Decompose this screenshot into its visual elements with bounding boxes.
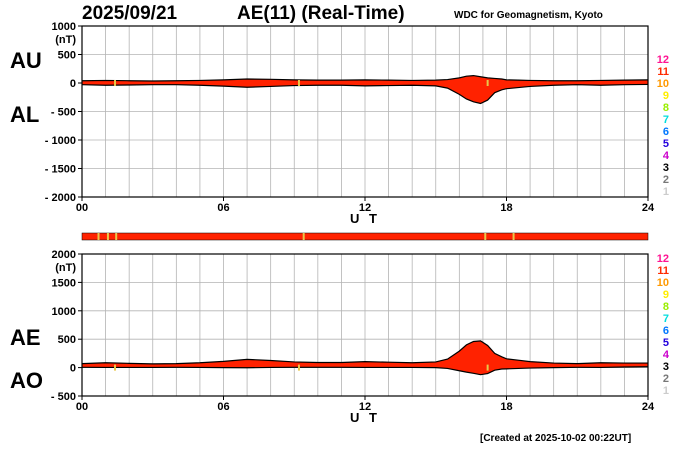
index-label-ae: AE (10, 325, 41, 350)
series-line-au (81, 74, 649, 82)
x-tick-label: 24 (642, 401, 655, 413)
y-axis-unit-label: (nT) (55, 262, 76, 274)
legend-station-count: 10 (657, 277, 669, 289)
y-tick-label: - 1000 (45, 135, 76, 147)
legend-station-count: 5 (663, 138, 669, 150)
y-tick-label: - 2000 (45, 192, 76, 204)
status-bar-marker (115, 233, 118, 240)
x-tick-label: 24 (642, 202, 655, 214)
y-tick-label: 2000 (52, 249, 76, 261)
legend-station-count: 3 (663, 361, 669, 373)
legend-station-count: 6 (663, 325, 669, 337)
legend-station-count: 8 (663, 102, 669, 114)
legend-station-count: 9 (663, 90, 669, 102)
y-tick-label: 500 (58, 50, 76, 62)
legend-station-count: 3 (663, 162, 669, 174)
y-tick-label: 500 (58, 334, 76, 346)
chart-panel-au-al: 1000 500 0 - 500 - 1000 - 1500 - 2000 (nT) 00 06 1… (10, 21, 670, 226)
legend-station-count: 4 (663, 150, 670, 162)
x-tick-label: 12 (359, 202, 371, 214)
legend-station-count: 4 (663, 349, 670, 361)
y-tick-label: - 1500 (45, 164, 76, 176)
x-tick-label: 06 (217, 202, 229, 214)
legend-station-count: 5 (663, 337, 669, 349)
legend-station-count: 12 (657, 253, 669, 265)
legend-station-count: 2 (663, 174, 669, 186)
status-bar-marker (302, 233, 305, 240)
y-tick-label: 1000 (52, 306, 76, 318)
legend-station-count: 7 (663, 114, 669, 126)
series-line-ao (81, 366, 649, 376)
data-source-label: WDC for Geomagnetism, Kyoto (454, 10, 603, 21)
index-label-al: AL (10, 102, 39, 127)
chart-date: 2025/09/21 (82, 3, 178, 24)
chart-title: AE(11) (Real-Time) (237, 3, 405, 24)
y-axis-unit-label: (nT) (55, 34, 76, 46)
index-label-ao: AO (10, 368, 43, 393)
status-bar-marker (484, 233, 487, 240)
series-line-ae (81, 340, 648, 365)
legend-station-count: 2 (663, 373, 669, 385)
y-tick-label: - 500 (51, 391, 76, 403)
legend-station-count: 1 (663, 186, 669, 198)
legend-station-count: 10 (657, 78, 669, 90)
legend-station-count: 8 (663, 301, 669, 313)
station-status-bar (81, 232, 649, 241)
index-label-au: AU (10, 48, 42, 73)
status-bar-marker (97, 233, 100, 240)
y-tick-label: 0 (70, 78, 76, 90)
legend-station-count: 12 (657, 54, 669, 66)
x-tick-label: 18 (500, 401, 512, 413)
x-tick-label: 00 (76, 401, 88, 413)
legend-station-count: 1 (663, 385, 669, 397)
x-tick-label: 12 (359, 401, 371, 413)
status-bar-fill (81, 232, 649, 241)
x-tick-label: 00 (76, 202, 88, 214)
y-tick-label: - 500 (51, 107, 76, 119)
legend-station-count: 7 (663, 313, 669, 325)
y-tick-label: 1500 (52, 277, 76, 289)
y-tick-label: 0 (70, 363, 76, 375)
x-tick-label: 06 (217, 401, 229, 413)
data-area-fill (82, 75, 648, 104)
status-bar-marker (512, 233, 515, 240)
x-axis-title: U T (350, 211, 380, 226)
series-line-al (81, 83, 649, 105)
x-axis-title: U T (350, 410, 380, 425)
legend-station-count: 9 (663, 289, 669, 301)
y-tick-label: 1000 (52, 21, 76, 33)
x-tick-label: 18 (500, 202, 512, 214)
legend-station-count: 11 (657, 265, 669, 277)
status-bar-marker (106, 233, 109, 240)
data-area-fill (82, 340, 648, 375)
legend-station-count: 11 (657, 66, 669, 78)
legend-station-count: 6 (663, 126, 669, 138)
creation-timestamp: [Created at 2025-10-02 00:22UT] (480, 433, 632, 444)
